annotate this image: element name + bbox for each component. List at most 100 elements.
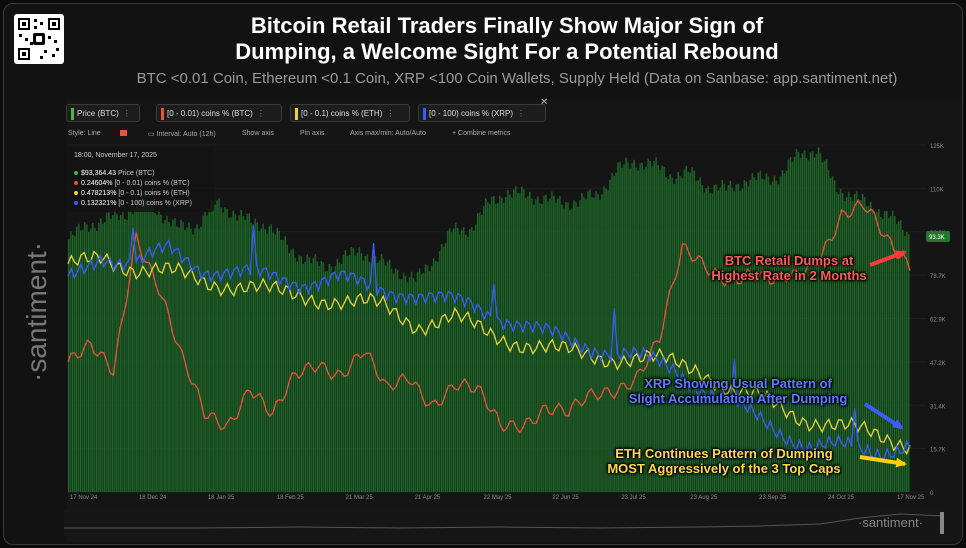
- price-bar: [799, 157, 802, 492]
- annotation-btc-line2: Highest Rate in 2 Months: [711, 268, 867, 283]
- price-bar: [493, 195, 495, 492]
- price-bar: [156, 214, 158, 492]
- price-bar: [422, 272, 425, 492]
- range-minimap[interactable]: [64, 510, 945, 536]
- price-bar: [70, 231, 72, 492]
- current-price-label: 93.3K: [929, 235, 945, 241]
- price-bar: [707, 186, 710, 492]
- chip-price-btc[interactable]: Price (BTC) ⋮: [66, 104, 140, 122]
- price-bar: [430, 266, 433, 492]
- price-bar: [484, 198, 487, 493]
- price-bar: [194, 228, 196, 492]
- more-icon[interactable]: ⋮: [386, 109, 395, 118]
- price-bar: [386, 261, 389, 492]
- price-bar: [210, 199, 212, 493]
- price-bar: [597, 194, 599, 493]
- price-bar: [190, 228, 192, 492]
- price-bar: [601, 194, 603, 492]
- chip-label: [0 - 0.1) coins % (ETH): [301, 109, 383, 118]
- pin-axis-toggle[interactable]: Pin axis: [300, 130, 325, 137]
- price-bar: [218, 198, 220, 492]
- price-bar: [294, 257, 297, 492]
- price-bar: [260, 228, 262, 492]
- price-bar: [80, 230, 82, 492]
- chip-eth-retail[interactable]: [0 - 0.1) coins % (ETH) ⋮: [290, 104, 410, 122]
- title-line-2: Dumping, a Welcome Sight For a Potential…: [235, 39, 779, 64]
- price-bar: [106, 212, 108, 492]
- price-bar: [519, 193, 521, 492]
- price-bar: [420, 274, 423, 492]
- price-bar: [412, 277, 415, 492]
- color-picker-swatch[interactable]: [120, 130, 127, 136]
- price-bar: [697, 180, 699, 493]
- price-bar: [92, 222, 94, 492]
- x-tick-label: 18 Dec 24: [139, 495, 167, 501]
- price-bar: [609, 179, 611, 492]
- watermark: ·santiment·: [858, 515, 923, 530]
- x-tick-label: 23 Jul 25: [621, 495, 646, 501]
- price-bar: [454, 222, 457, 493]
- price-bar: [140, 203, 142, 493]
- price-bar: [114, 208, 116, 492]
- price-bar: [769, 184, 772, 492]
- price-bar: [286, 244, 289, 492]
- interval-selector[interactable]: ▭ Interval: Auto (12h): [148, 130, 216, 138]
- price-bar: [663, 166, 665, 493]
- price-bar: [208, 209, 210, 493]
- price-bar: [416, 272, 419, 492]
- price-bar: [68, 239, 70, 492]
- price-bar: [302, 263, 305, 492]
- price-bar: [468, 229, 471, 492]
- price-bar: [298, 255, 301, 492]
- annotation-eth-line2: MOST Aggressively of the 3 Top Caps: [607, 461, 841, 476]
- price-bar: [482, 206, 485, 493]
- price-bar: [669, 174, 671, 492]
- price-bar: [300, 256, 303, 492]
- price-bar: [705, 188, 708, 492]
- price-bar: [533, 204, 535, 493]
- show-axis-toggle[interactable]: Show axis: [242, 130, 274, 137]
- close-icon[interactable]: ✕: [540, 97, 549, 108]
- more-icon[interactable]: ⋮: [122, 109, 131, 118]
- more-icon[interactable]: ⋮: [256, 109, 265, 118]
- price-bar: [282, 239, 285, 492]
- price-bar: [691, 166, 693, 492]
- price-bar: [645, 166, 647, 493]
- price-bar: [843, 200, 846, 492]
- chip-btc-retail[interactable]: [0 - 0.01) coins % (BTC) ⋮: [156, 104, 282, 122]
- price-bar: [833, 180, 836, 492]
- price-bar: [739, 190, 742, 492]
- price-bar: [280, 240, 283, 492]
- price-bar: [677, 171, 679, 492]
- price-bar: [775, 180, 778, 492]
- style-selector[interactable]: Style: Line: [68, 130, 101, 137]
- combine-metrics-button[interactable]: + Combine metrics: [452, 130, 511, 137]
- price-bar: [701, 184, 704, 493]
- price-bar: [384, 265, 387, 492]
- price-bar: [442, 246, 445, 492]
- more-icon[interactable]: ⋮: [517, 109, 526, 118]
- axis-max-min-selector[interactable]: Axis max/min: Auto/Auto: [350, 130, 426, 137]
- price-bar: [448, 228, 451, 492]
- price-bar: [342, 254, 345, 492]
- price-bar: [436, 261, 439, 492]
- price-bar: [619, 161, 621, 492]
- price-bar: [128, 211, 130, 493]
- price-bar: [587, 191, 589, 492]
- price-bar: [823, 160, 826, 493]
- y-tick-label: 15.7K: [930, 448, 946, 454]
- price-bar: [198, 228, 200, 492]
- price-bar: [372, 255, 375, 492]
- price-bar: [256, 222, 258, 492]
- chip-xrp-retail[interactable]: [0 - 100) coins % (XRP) ⋮: [418, 104, 546, 122]
- price-bar: [76, 226, 78, 492]
- price-bar: [378, 260, 381, 492]
- price-bar: [873, 216, 876, 492]
- calendar-icon: ▭: [148, 131, 157, 138]
- price-bar: [627, 162, 629, 492]
- price-bar: [565, 202, 567, 493]
- minimap-handle[interactable]: [940, 512, 944, 534]
- current-price-badge: [926, 231, 950, 242]
- price-bar: [320, 261, 323, 492]
- price-bar: [110, 218, 112, 492]
